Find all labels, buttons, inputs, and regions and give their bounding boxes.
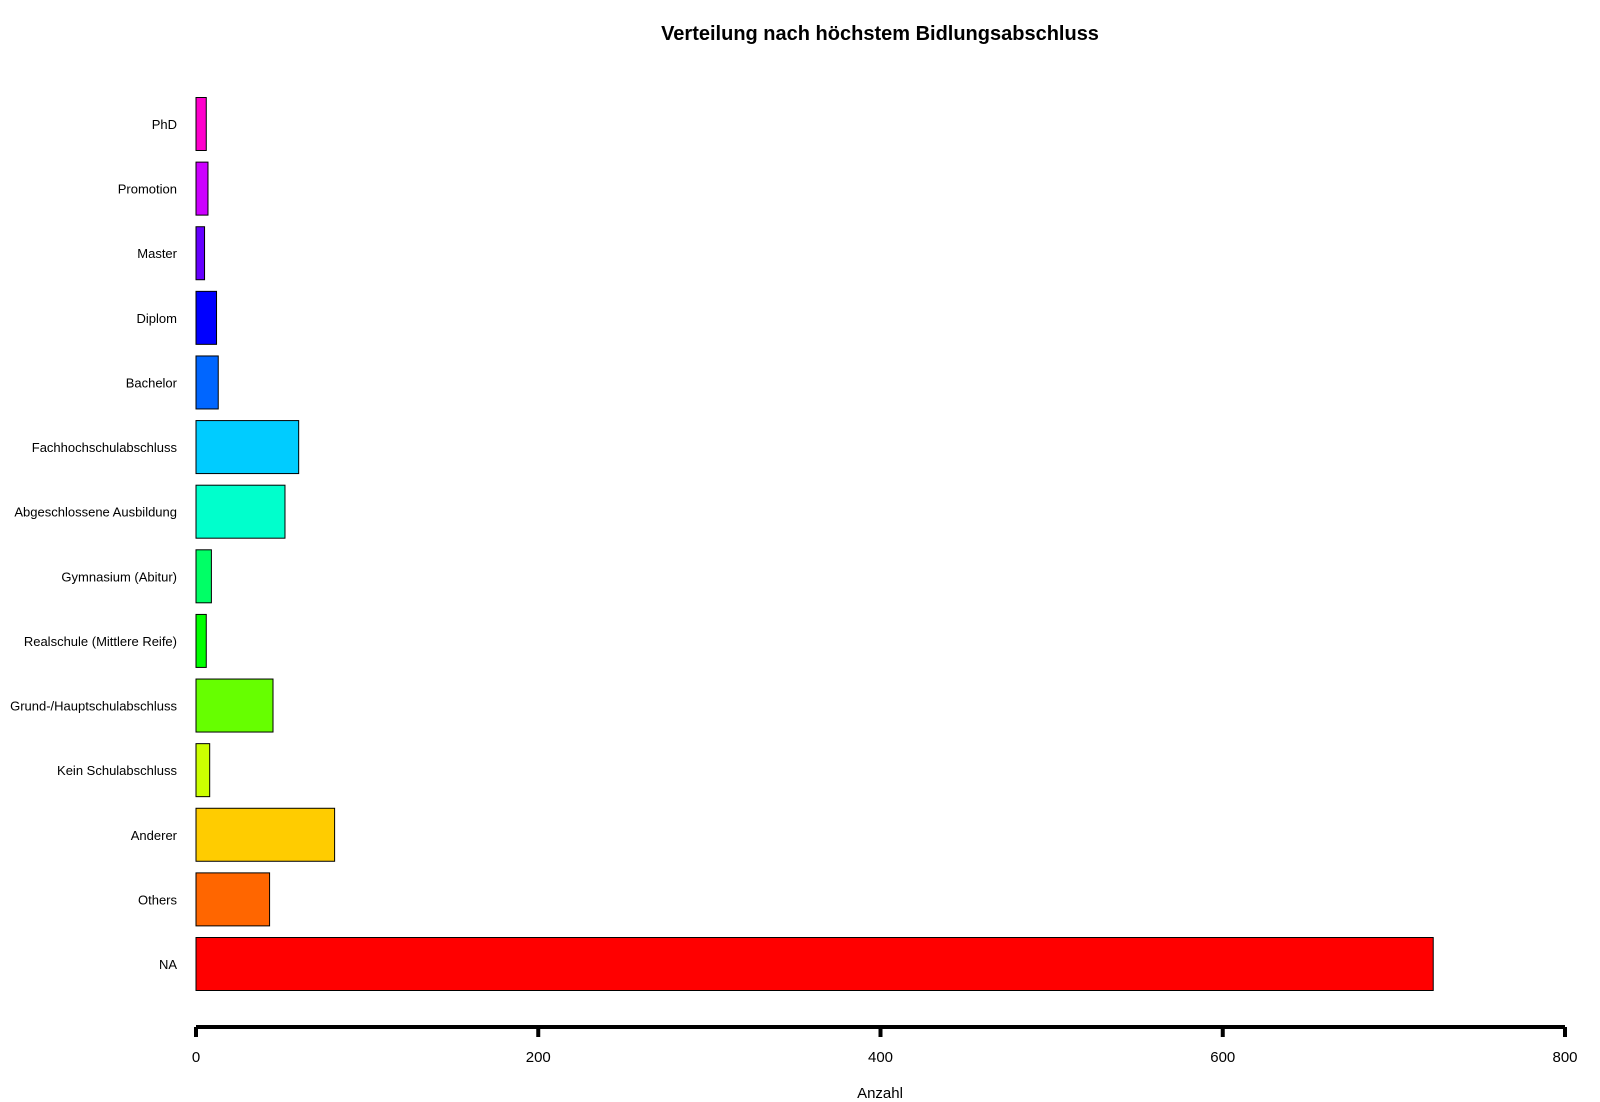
chart-title: Verteilung nach höchstem Bidlungsabschlu… (661, 23, 1099, 45)
category-label-na: NA (159, 957, 177, 972)
bar-others (195, 872, 271, 927)
x-tick-label-400: 400 (868, 1049, 893, 1066)
category-label-kein-schulabschluss: Kein Schulabschluss (57, 763, 177, 778)
x-axis-ticks-group: 0 200 400 600 800 (192, 1027, 1578, 1066)
category-label-diplom: Diplom (137, 311, 177, 326)
x-tick-label-600: 600 (1210, 1049, 1235, 1066)
category-label-anderer: Anderer (131, 828, 178, 843)
category-label-promotion: Promotion (118, 182, 177, 197)
category-label-realschule-mittlere-reife: Realschule (Mittlere Reife) (24, 634, 177, 649)
bar-grund-hauptschulabschluss (195, 678, 274, 733)
category-label-fachhochschulabschluss: Fachhochschulabschluss (32, 440, 178, 455)
category-label-phd: PhD (152, 117, 177, 132)
x-tick-label-0: 0 (192, 1049, 200, 1066)
category-label-grund-hauptschulabschluss: Grund-/Hauptschulabschluss (10, 699, 177, 714)
bar-na (195, 937, 1434, 991)
bars-group (195, 97, 1434, 991)
bar-realschule-mittlere-reife (195, 613, 207, 668)
category-label-abgeschlossene-ausbildung: Abgeschlossene Ausbildung (14, 505, 177, 520)
bar-abgeschlossene-ausbildung (195, 484, 286, 539)
bar-phd (195, 97, 207, 151)
bar-fachhochschulabschluss (195, 420, 300, 475)
bar-anderer (195, 807, 336, 862)
bar-kein-schulabschluss (195, 743, 211, 798)
category-labels-group: NA Others Anderer Kein Schulabschluss Grund-… (10, 117, 178, 972)
bar-diplom (195, 290, 218, 345)
x-axis-title: Anzahl (857, 1085, 903, 1102)
x-tick-label-800: 800 (1552, 1049, 1577, 1066)
category-label-bachelor: Bachelor (126, 375, 178, 390)
x-tick-label-200: 200 (526, 1049, 551, 1066)
bar-bachelor (195, 355, 219, 410)
category-label-master: Master (137, 246, 177, 261)
bar-promotion (195, 161, 209, 216)
category-label-others: Others (138, 892, 178, 907)
category-label-gymnasium-abitur: Gymnasium (Abitur) (61, 569, 177, 584)
bar-master (195, 226, 206, 281)
bar-gymnasium-abitur (195, 549, 212, 604)
